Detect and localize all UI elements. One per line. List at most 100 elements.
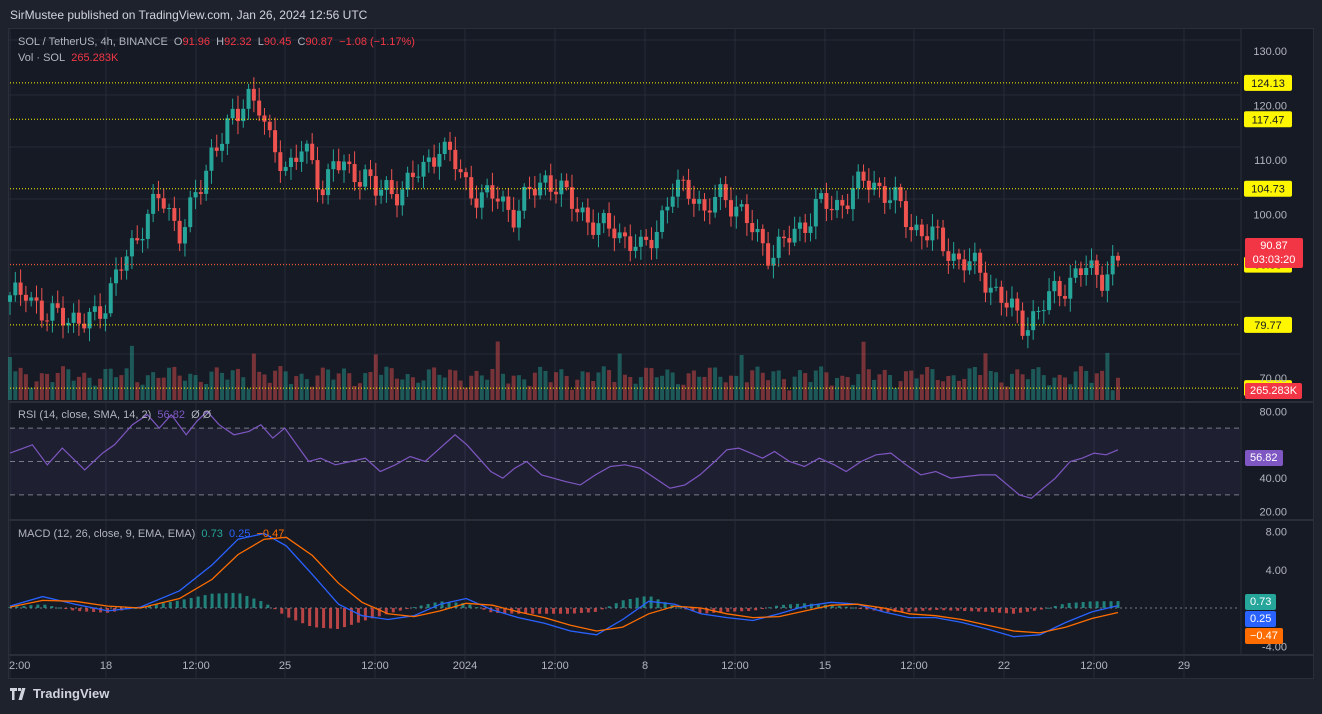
macd-histogram-bar: [614, 603, 618, 609]
candle-body: [299, 151, 304, 162]
macd-histogram-bar: [705, 608, 709, 614]
volume-bar: [251, 353, 256, 400]
close-label: C: [297, 36, 306, 48]
close-value: 90.87: [305, 36, 334, 48]
candle-body: [395, 194, 400, 206]
rsi-extra: Ø Ø: [191, 409, 212, 421]
volume-label[interactable]: Vol · SOL: [18, 52, 66, 64]
macd-histogram-bar: [977, 608, 981, 612]
candle-body: [347, 161, 352, 165]
candle-body: [320, 189, 325, 196]
macd-legend: MACD (12, 26, close, 9, EMA, EMA) 0.73 0…: [18, 528, 284, 540]
candle-body: [665, 206, 670, 211]
candle-body: [1025, 330, 1030, 336]
candle-body: [522, 186, 527, 211]
candle-body: [607, 213, 612, 229]
volume-bar: [930, 369, 935, 400]
candle-body: [235, 108, 240, 122]
candle-body: [808, 226, 813, 233]
candle-body: [506, 196, 511, 210]
macd-histogram-bar: [795, 603, 799, 609]
macd-histogram-bar: [1025, 608, 1029, 612]
macd-histogram-bar: [656, 599, 660, 609]
macd-histogram-bar: [607, 606, 611, 609]
volume-value: 265.283K: [71, 52, 119, 64]
macd-histogram-bar: [1046, 607, 1050, 609]
candle-body: [925, 236, 930, 241]
candle-body: [1020, 310, 1025, 336]
candle-body: [45, 320, 50, 322]
volume-bar: [352, 385, 357, 400]
volume-bar: [628, 376, 633, 400]
candle-body: [771, 257, 776, 266]
volume-bar: [999, 382, 1004, 400]
footer-brand[interactable]: TradingView: [33, 686, 110, 701]
macd-line-value: 0.25: [228, 528, 251, 540]
macd-hist-value: 0.73: [201, 528, 223, 540]
candle-body: [527, 186, 532, 190]
volume-bar: [601, 366, 606, 400]
macd-histogram-bar: [315, 608, 319, 628]
macd-histogram-bar: [886, 608, 890, 612]
volume-bar: [782, 379, 787, 400]
volume-bar: [161, 377, 166, 400]
candle-body: [919, 224, 924, 237]
volume-bar: [426, 369, 431, 400]
candle-body: [336, 161, 341, 171]
macd-histogram-bar: [691, 608, 695, 612]
volume-bar: [416, 382, 421, 400]
volume-bar: [739, 354, 744, 400]
low-label: L: [257, 36, 264, 48]
macd-label[interactable]: MACD (12, 26, close, 9, EMA, EMA): [18, 528, 196, 540]
symbol-title[interactable]: SOL / TetherUS, 4h, BINANCE: [18, 36, 168, 48]
macd-histogram-bar: [426, 603, 430, 609]
volume-bar: [151, 372, 156, 400]
macd-histogram-bar: [1032, 608, 1036, 611]
volume-bar: [697, 376, 702, 400]
macd-histogram-bar: [663, 602, 667, 609]
candle-body: [363, 169, 368, 187]
volume-bar: [686, 373, 691, 400]
macd-histogram-bar: [928, 608, 932, 611]
volume-bar: [145, 375, 150, 400]
volume-bar: [87, 377, 92, 400]
macd-histogram-bar: [517, 608, 521, 614]
x-tick-label: 12:00: [541, 660, 569, 672]
candle-body: [251, 88, 256, 101]
volume-bar: [633, 383, 638, 400]
volume-bar: [421, 380, 426, 400]
volume-bar: [442, 377, 447, 400]
macd-histogram-bar: [1039, 608, 1043, 610]
volume-bar: [972, 366, 977, 400]
level-tag: [1244, 180, 1292, 197]
volume-bar: [92, 385, 97, 400]
rsi-label[interactable]: RSI (14, close, SMA, 14, 2): [18, 409, 152, 421]
candle-body: [686, 179, 691, 199]
candle-body: [994, 286, 999, 288]
volume-bar: [1089, 382, 1094, 400]
candle-body: [352, 164, 357, 183]
macd-histogram-bar: [935, 608, 939, 610]
candle-body: [156, 193, 161, 199]
volume-bar: [204, 384, 209, 400]
candle-body: [675, 179, 680, 197]
volume-bar: [288, 384, 293, 400]
macd-histogram-bar: [858, 608, 862, 610]
macd-histogram-bar: [412, 607, 416, 609]
volume-bar: [903, 371, 908, 400]
volume-bar: [294, 376, 299, 400]
candle-body: [670, 196, 675, 207]
volume-bar: [267, 382, 272, 400]
volume-bar: [527, 385, 532, 400]
candle-body: [548, 175, 553, 192]
macd-histogram-bar: [830, 605, 834, 609]
macd-histogram-bar: [154, 604, 158, 609]
macd-histogram-bar: [217, 593, 221, 609]
volume-bar: [882, 369, 887, 400]
volume-bar: [246, 388, 251, 400]
volume-bar: [951, 375, 956, 400]
volume-bar: [140, 384, 145, 400]
volume-bar: [1020, 374, 1025, 400]
volume-bar: [755, 366, 760, 400]
